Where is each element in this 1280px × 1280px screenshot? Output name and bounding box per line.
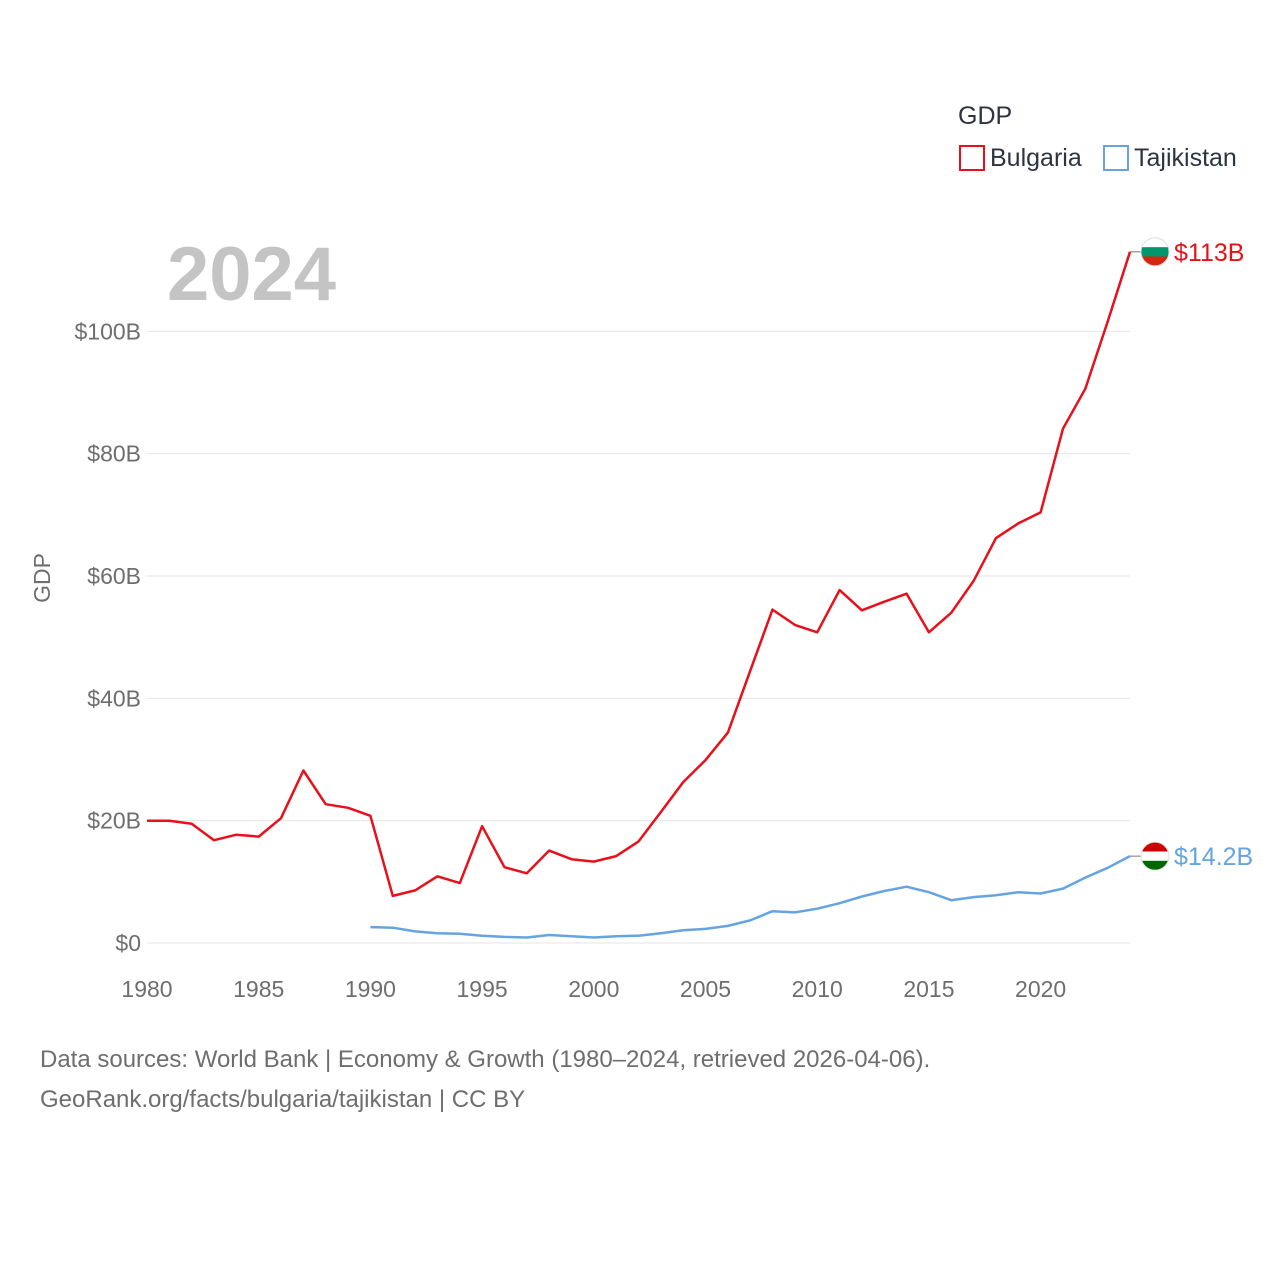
series-line-bulgaria: [147, 251, 1132, 898]
flag-icon-bulgaria: [1140, 237, 1170, 267]
x-tick-label-2000: 2000: [568, 976, 619, 1002]
legend-title: GDP: [958, 102, 1012, 130]
x-axis-ticks: 1980 1985 1990 1995 2000 2005 2010 2015 2020: [121, 976, 1066, 1002]
end-value-label-tajikistan: $14.2B: [1174, 843, 1253, 871]
series-endpoints: $113B $14.2B: [1130, 237, 1253, 871]
y-tick-label-80: $80B: [87, 441, 141, 467]
legend-label-bulgaria: Bulgaria: [990, 144, 1082, 172]
legend-swatch-bulgaria: [959, 145, 985, 171]
series-lines: [147, 251, 1132, 939]
y-tick-label-40: $40B: [87, 685, 141, 711]
y-tick-label-20: $20B: [87, 808, 141, 834]
legend-swatch-tajikistan: [1103, 145, 1129, 171]
footer-attribution[interactable]: GeoRank.org/facts/bulgaria/tajikistan | …: [40, 1086, 526, 1113]
y-axis-ticks: $0 $20B $40B $60B $80B $100B: [74, 318, 141, 956]
year-watermark: 2024: [167, 232, 336, 317]
y-tick-label-100: $100B: [74, 318, 141, 344]
series-line-tajikistan: [370, 854, 1131, 939]
y-tick-label-60: $60B: [87, 563, 141, 589]
y-tick-label-0: $0: [115, 930, 141, 956]
legend-item-tajikistan[interactable]: Tajikistan: [1103, 144, 1237, 172]
x-tick-label-1990: 1990: [345, 976, 396, 1002]
legend-label-tajikistan: Tajikistan: [1134, 144, 1237, 172]
end-value-label-bulgaria: $113B: [1174, 239, 1244, 267]
x-tick-label-2020: 2020: [1015, 976, 1066, 1002]
x-tick-label-1980: 1980: [121, 976, 172, 1002]
y-axis-title: GDP: [29, 553, 55, 603]
legend: GDP Bulgaria Tajikistan: [958, 102, 1237, 172]
x-tick-label-1995: 1995: [457, 976, 508, 1002]
x-tick-label-2005: 2005: [680, 976, 731, 1002]
footer-sources: Data sources: World Bank | Economy & Gro…: [40, 1046, 931, 1073]
x-tick-label-2015: 2015: [903, 976, 954, 1002]
x-tick-label-2010: 2010: [792, 976, 843, 1002]
flag-icon-tajikistan: [1140, 841, 1170, 871]
legend-item-bulgaria[interactable]: Bulgaria: [959, 144, 1082, 172]
x-tick-label-1985: 1985: [233, 976, 284, 1002]
gridlines: [147, 330, 1130, 944]
